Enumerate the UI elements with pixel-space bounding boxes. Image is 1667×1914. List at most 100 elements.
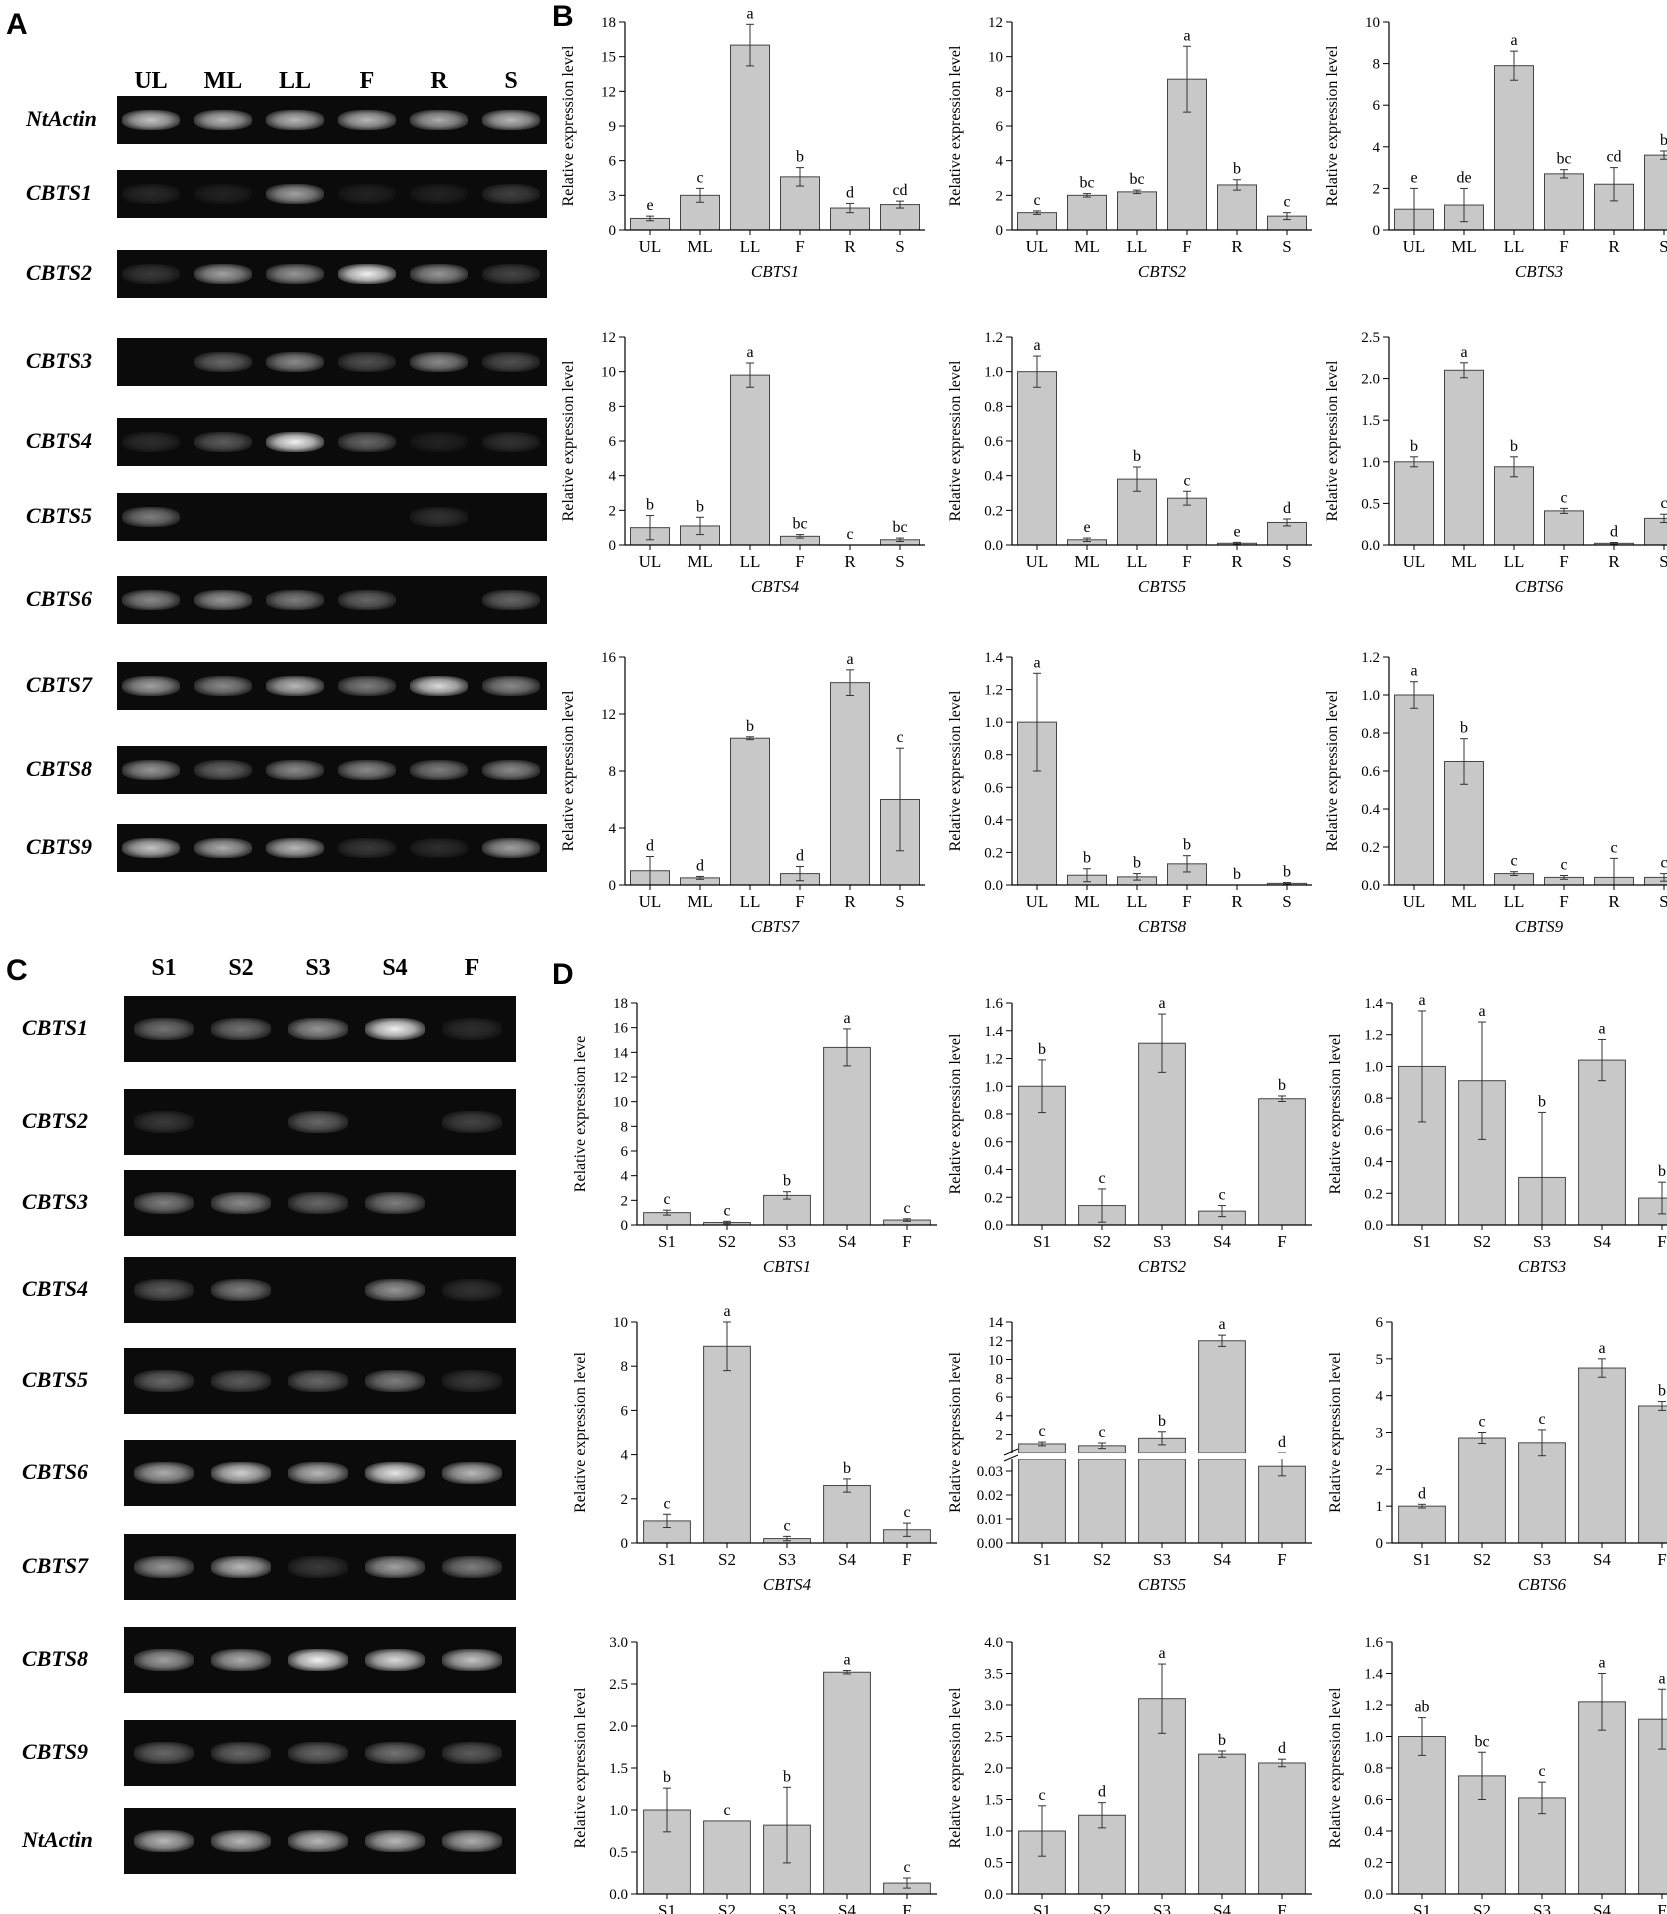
x-tick-label: F: [1559, 237, 1568, 256]
gel-row-label: CBTS9: [26, 834, 93, 859]
bar: [703, 1345, 751, 1544]
y-axis-label: Relative expression level: [947, 1352, 964, 1513]
significance-letter: b: [1510, 438, 1518, 455]
y-tick-label: 1: [1376, 1499, 1384, 1515]
y-tick-label: 0: [621, 1536, 629, 1552]
y-tick-label: 0.4: [1364, 1824, 1383, 1840]
x-tick-label: LL: [1127, 237, 1148, 256]
y-tick-label: 1.0: [609, 1803, 628, 1819]
x-tick-label: UL: [639, 237, 662, 256]
gel-band: [288, 1556, 348, 1578]
gel-band: [410, 184, 468, 204]
significance-letter: a: [1158, 995, 1165, 1012]
gel-band: [365, 1192, 425, 1214]
y-tick-label: 2: [609, 503, 617, 519]
y-tick-label: 1.4: [1364, 1667, 1383, 1683]
y-tick-label: 5: [1376, 1352, 1384, 1368]
y-tick-label: 0.8: [984, 399, 1003, 415]
bar: [1078, 1458, 1126, 1544]
gel-strip: [117, 662, 547, 710]
significance-letter: cd: [892, 182, 907, 199]
chart-title: CBTS4: [763, 1575, 812, 1594]
significance-letter: c: [1283, 194, 1290, 211]
significance-letter: c: [1538, 1411, 1545, 1428]
gel-band: [288, 1830, 348, 1852]
y-tick-label: 0.6: [984, 434, 1003, 450]
gel-band: [134, 1370, 194, 1392]
y-tick-label: 2: [996, 188, 1004, 204]
significance-letter: a: [1658, 1670, 1665, 1687]
x-tick-label: S4: [1593, 1550, 1611, 1569]
y-tick-label: 0.0: [984, 1218, 1003, 1234]
gel-band: [134, 1830, 194, 1852]
significance-letter: bc: [892, 519, 907, 536]
significance-letter: a: [1510, 32, 1517, 49]
y-tick-label: 10: [988, 1353, 1003, 1369]
gel-column-header: S3: [305, 955, 331, 981]
significance-letter: c: [903, 1859, 910, 1876]
y-tick-label: 0.5: [984, 1856, 1003, 1872]
significance-letter: a: [1158, 1645, 1165, 1662]
gel-strip: [124, 1440, 516, 1506]
gel-band: [266, 184, 324, 204]
significance-letter: bc: [792, 516, 807, 533]
x-tick-label: LL: [740, 552, 761, 571]
y-tick-label: 6: [621, 1403, 629, 1419]
bar: [1444, 761, 1484, 886]
gel-band: [194, 432, 252, 452]
y-tick-label: 9: [609, 119, 617, 135]
y-tick-label: 1.5: [1361, 413, 1380, 429]
bar-chart-d-cbts6: 0 1 2 3 4 5 6 d S1 c S2 c S3 a S4 b F CBTS6 Relative expre…: [1327, 1315, 1667, 1594]
bar-chart-d-cbts2: 0.0 0.2 0.4 0.6 0.8 1.0 1.2 1.4 1.6 b S1 c S2 a S3 c S4 b…: [947, 995, 1312, 1276]
panel-label-a: A: [6, 8, 28, 41]
gel-band: [211, 1462, 271, 1484]
gel-band: [194, 352, 252, 372]
gel-band: [410, 838, 468, 858]
y-axis-label: Relative expression level: [947, 45, 964, 206]
y-tick-label: 0.2: [984, 1190, 1003, 1206]
x-tick-label: R: [1231, 552, 1243, 571]
bar-chart-d-cbts7: 0.00.51.01.52.02.53.0bS1cS2bS3aS4cFCBTS7…: [572, 1635, 937, 1914]
gel-band: [482, 110, 540, 130]
significance-letter: c: [663, 1191, 670, 1208]
significance-letter: a: [1598, 1020, 1605, 1037]
gel-band: [442, 1742, 502, 1764]
gel-row-label: CBTS1: [22, 1015, 89, 1040]
significance-letter: e: [646, 197, 653, 214]
y-tick-label: 1.0: [984, 1079, 1003, 1095]
bar: [1544, 173, 1584, 231]
significance-letter: a: [846, 651, 853, 668]
x-tick-label: S4: [838, 1901, 856, 1914]
x-tick-label: F: [1559, 552, 1568, 571]
x-tick-label: S3: [1533, 1901, 1551, 1914]
gel-band: [410, 264, 468, 284]
gel-band: [288, 1370, 348, 1392]
gel-row-label: CBTS2: [26, 260, 93, 285]
gel-column-header: F: [359, 68, 375, 94]
y-tick-label: 18: [613, 996, 628, 1012]
gel-band: [194, 590, 252, 610]
significance-letter: c: [1098, 1170, 1105, 1187]
significance-letter: c: [903, 1200, 910, 1217]
x-tick-label: F: [1657, 1550, 1666, 1569]
bar: [1638, 1405, 1667, 1544]
y-tick-label: 0.6: [984, 780, 1003, 796]
y-tick-label: 3.5: [984, 1667, 1003, 1683]
gel-band: [288, 1111, 348, 1133]
bar: [1117, 191, 1157, 231]
bar-chart-d-cbts5: 0.00 0.01 0.02 0.03 2 4 6 8 10 12 14 c S1 c S2 b S3 a S4 d F…: [947, 1315, 1314, 1594]
bar: [1638, 1197, 1667, 1226]
y-tick-label: 0.0: [1361, 878, 1380, 894]
x-tick-label: F: [1559, 892, 1568, 911]
gel-band: [122, 432, 180, 452]
significance-letter: b: [1410, 438, 1418, 455]
significance-letter: a: [723, 1303, 730, 1320]
significance-letter: c: [1560, 857, 1567, 874]
gel-band: [338, 110, 396, 130]
y-tick-label: 1.4: [1364, 996, 1383, 1012]
significance-letter: ab: [1414, 1699, 1429, 1716]
bar: [823, 1046, 871, 1226]
y-tick-label: 0: [609, 538, 617, 554]
gel-band: [211, 1370, 271, 1392]
